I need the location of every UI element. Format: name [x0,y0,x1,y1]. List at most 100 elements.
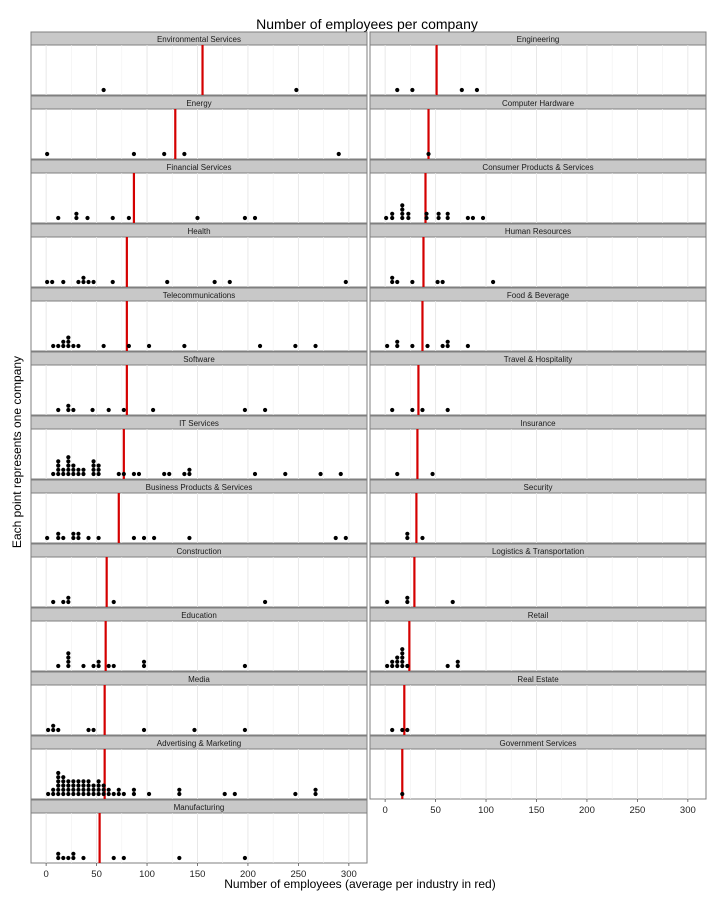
company-point [121,791,126,797]
company-point [56,463,61,468]
chart-title: Number of employees per company [256,16,478,32]
company-point [76,531,81,536]
company-point [56,343,61,349]
company-point [66,335,71,340]
company-point [182,471,187,477]
company-point [430,471,435,477]
company-point [435,279,440,285]
company-point [141,535,147,541]
company-point [76,779,81,784]
company-point [46,727,51,733]
facet-label: Consumer Products & Services [482,163,593,172]
company-point [131,787,137,792]
company-point [61,779,66,784]
company-point [81,783,86,788]
company-point [131,151,137,157]
company-point [71,407,76,413]
company-point [426,151,431,157]
company-point [106,787,111,792]
company-point [445,663,450,669]
company-point [101,791,106,797]
company-point [96,791,101,797]
facet-label: Construction [177,547,222,556]
company-point [91,471,96,477]
company-point [111,791,116,797]
company-point [400,647,405,652]
company-point [56,215,61,221]
company-point [51,727,56,733]
company-point [410,279,415,285]
company-point [66,791,71,797]
company-point [242,663,248,669]
company-point [141,663,147,669]
company-point [61,775,66,780]
company-point [45,151,50,157]
company-point [390,211,395,216]
company-point [410,87,415,93]
facet-label: Environmental Services [157,35,241,44]
facet-label: Media [188,675,210,684]
facet-label: Logistics & Transportation [492,547,584,556]
company-point [182,151,187,157]
company-point [227,279,232,285]
company-point [121,855,126,861]
facet-manufacturing: Manufacturing [30,799,368,864]
company-point [91,791,96,797]
company-point [110,279,115,285]
company-point [86,783,91,788]
x-tick-label: 250 [629,805,645,816]
company-point [74,215,79,221]
company-point [384,215,389,221]
company-point [313,791,318,797]
panel-body [30,44,368,96]
company-point [400,203,405,208]
company-point [116,791,121,797]
x-axes: 0 50 100 150 200 250 300 0 50 100 150 200 250 300 [43,799,696,880]
facet-financial-services: Financial Services [30,159,368,224]
panel-body [369,108,707,160]
facet-travel-and-hospitality: Travel & Hospitality [369,351,707,416]
company-point [395,339,400,344]
panel-body [30,364,368,416]
panel-body [30,620,368,672]
company-point [56,467,61,472]
company-point [81,471,86,477]
panel-body [30,300,368,352]
company-point [51,471,56,477]
company-point [81,791,86,797]
company-point [56,407,61,413]
company-point [395,659,400,664]
company-point [131,791,137,797]
company-point [66,455,71,460]
company-point [111,599,116,605]
company-point [56,770,61,776]
company-point [96,463,101,468]
facet-label: Insurance [520,419,556,428]
company-point [106,663,111,669]
company-point [400,215,405,221]
company-point [71,463,76,468]
company-point [86,779,91,784]
company-point [66,779,71,784]
company-point [61,535,66,541]
company-point [131,471,137,477]
company-point [71,855,76,861]
company-point [252,215,258,221]
company-point [71,471,76,477]
company-point [293,343,298,349]
facet-label: Telecommunications [163,291,235,300]
x-axis-title: Number of employees (average per industr… [224,877,495,891]
company-point [400,211,405,216]
company-point [66,655,71,660]
facet-label: Government Services [500,739,577,748]
panel-body [30,492,368,544]
company-point [445,407,450,413]
company-point [91,727,96,733]
company-point [96,779,101,784]
company-point [71,851,76,856]
company-point [61,279,66,285]
company-point [187,535,192,541]
company-point [91,663,96,669]
company-point [71,791,76,797]
